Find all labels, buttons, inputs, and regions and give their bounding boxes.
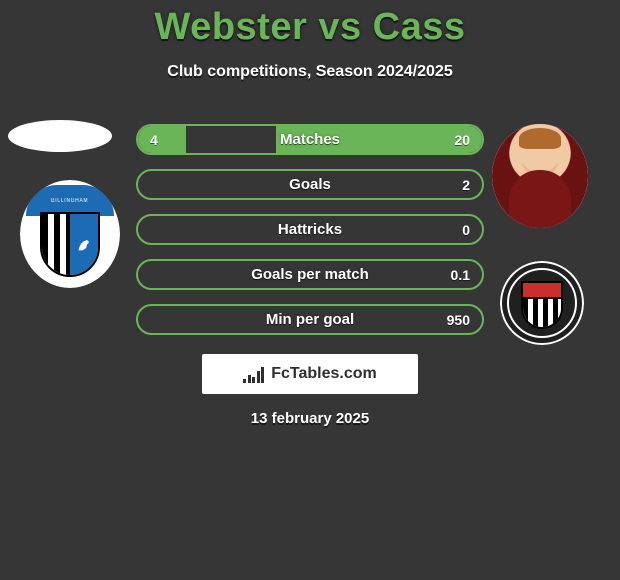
title-right-name: Cass (373, 6, 466, 48)
brand-bar (257, 371, 260, 383)
brand-bar (261, 367, 264, 383)
club-left-badge: GILLINGHAM (20, 180, 120, 288)
date-text: 13 february 2025 (251, 410, 369, 427)
stat-label: Min per goal (266, 311, 354, 328)
stat-val-right: 20 (454, 132, 470, 148)
club-right-badge (500, 261, 584, 345)
horse-icon (75, 236, 93, 254)
player-face-icon (492, 124, 588, 228)
stat-label: Hattricks (278, 221, 342, 238)
stat-label: Goals per match (251, 266, 369, 283)
subtitle: Club competitions, Season 2024/2025 (0, 63, 620, 81)
grimsby-badge-icon (500, 261, 584, 345)
page-title: Webster vs Cass (0, 6, 620, 49)
title-left-name: Webster (155, 6, 308, 48)
brand-bar (252, 377, 255, 383)
stat-val-right: 2 (462, 177, 470, 193)
stat-val-right: 0 (462, 222, 470, 238)
player-left-avatar (8, 120, 112, 152)
brand-box: FcTables.com (202, 354, 418, 394)
stat-row-hattricks: Hattricks 0 (136, 214, 484, 245)
stat-row-min_per_goal: Min per goal 950 (136, 304, 484, 335)
stat-row-matches: 4 Matches 20 (136, 124, 484, 155)
stat-row-goals_per_match: Goals per match 0.1 (136, 259, 484, 290)
gillingham-badge-icon: GILLINGHAM (20, 180, 120, 288)
stat-val-right: 0.1 (451, 267, 470, 283)
brand-bars-icon (243, 365, 265, 383)
brand-text: FcTables.com (271, 365, 377, 383)
brand-bar (248, 375, 251, 383)
title-vs: vs (318, 6, 361, 48)
brand-bar (243, 379, 246, 383)
stat-fill-left (138, 126, 186, 153)
stats-container: 4 Matches 20 Goals 2 Hattricks 0 Goals per matc… (136, 124, 484, 335)
stat-val-right: 950 (447, 312, 470, 328)
comparison-card: Webster vs Cass Club competitions, Seaso… (0, 0, 620, 580)
stat-label: Matches (280, 131, 340, 148)
stat-label: Goals (289, 176, 331, 193)
stat-row-goals: Goals 2 (136, 169, 484, 200)
stat-val-left: 4 (150, 132, 158, 148)
player-right-avatar (492, 124, 588, 228)
